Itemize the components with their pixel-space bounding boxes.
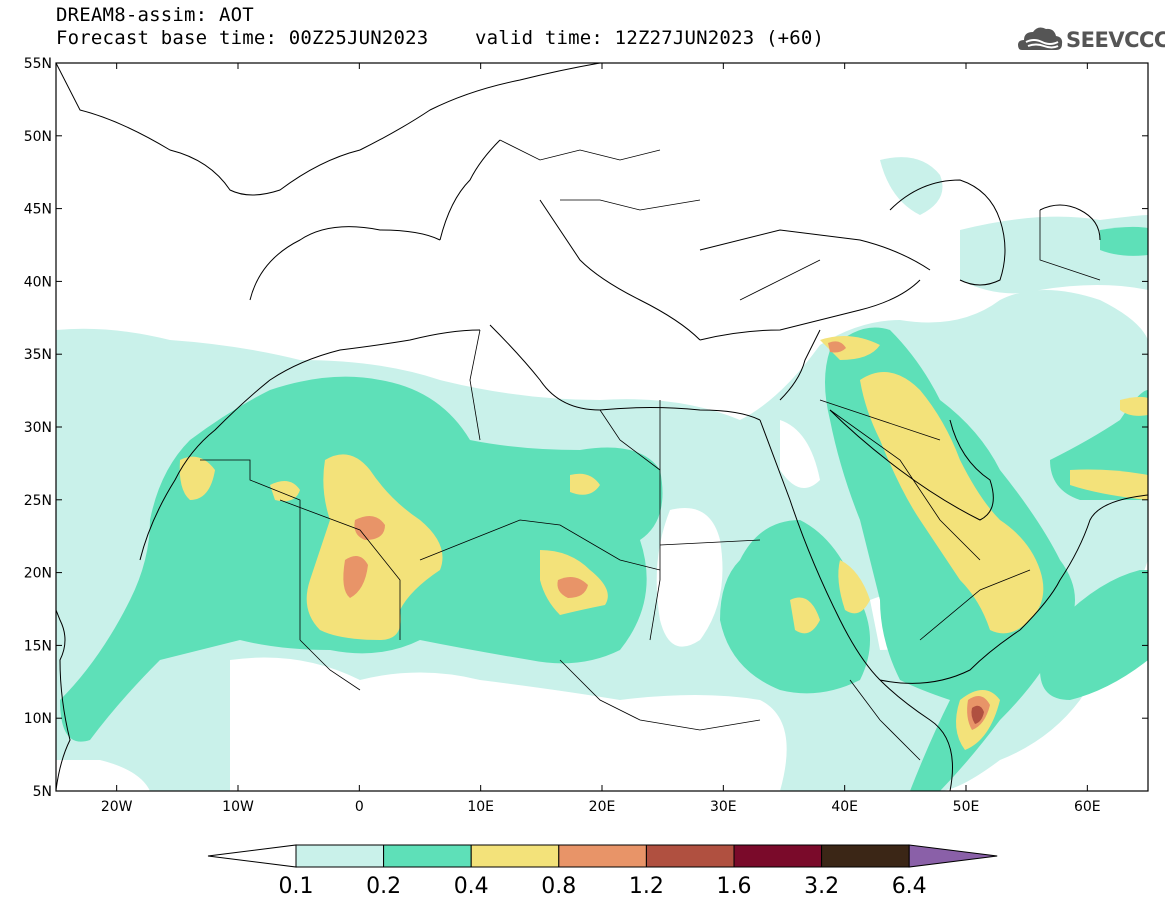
map-title: DREAM8-assim: AOT xyxy=(56,4,254,26)
colorbar-segment xyxy=(383,844,472,868)
lon-tick-label: 60E xyxy=(1074,799,1101,815)
colorbar-segment xyxy=(733,844,823,868)
colorbar-segment xyxy=(470,844,560,868)
lon-tick-label: 20W xyxy=(101,799,133,815)
lon-tick-label: 0 xyxy=(355,799,364,815)
lon-tick-label: 10W xyxy=(222,799,254,815)
colorbar-segment xyxy=(645,844,735,868)
lat-tick-label: 20N xyxy=(24,566,52,582)
colorbar: 0.1 0.2 0.4 0.8 1.2 1.6 3.2 6.4 xyxy=(207,844,998,899)
colorbar-low-arrow xyxy=(207,844,297,868)
lon-tick-label: 20E xyxy=(589,799,616,815)
lat-tick-label: 5N xyxy=(33,784,52,800)
lon-tick-label: 10E xyxy=(467,799,494,815)
borders xyxy=(200,139,1101,761)
logo-text: SEEVCCC xyxy=(1066,28,1165,52)
lat-tick-label: 45N xyxy=(24,202,52,218)
aot-level-1.2 xyxy=(971,705,984,724)
lat-tick-label: 30N xyxy=(24,420,52,436)
latitude-axis: 55N 50N 45N 40N 35N 30N 25N 20N 15N 10N 5N xyxy=(24,56,1148,800)
colorbar-label: 0.1 xyxy=(279,874,314,899)
colorbar-label: 6.4 xyxy=(892,874,927,899)
cloud-icon xyxy=(1018,27,1063,50)
colorbar-segment xyxy=(295,844,385,868)
lon-tick-label: 30E xyxy=(710,799,737,815)
colorbar-segment xyxy=(558,844,647,868)
colorbar-label: 0.4 xyxy=(454,874,489,899)
longitude-axis: 20W 10W 0 10E 20E 30E 40E 50E 60E xyxy=(101,63,1101,815)
colorbar-label: 3.2 xyxy=(804,874,839,899)
lat-tick-label: 55N xyxy=(24,56,52,72)
aot-field xyxy=(56,63,1148,791)
lon-tick-label: 50E xyxy=(953,799,980,815)
colorbar-label: 1.6 xyxy=(717,874,752,899)
seevccc-logo: SEEVCCC xyxy=(1016,20,1165,60)
colorbar-high-arrow xyxy=(908,844,998,868)
lat-tick-label: 10N xyxy=(24,711,52,727)
colorbar-label: 0.2 xyxy=(366,874,401,899)
base-time: Forecast base time: 00Z25JUN2023 xyxy=(56,27,429,49)
aot-level-0.4 xyxy=(179,336,1148,750)
lon-tick-label: 40E xyxy=(831,799,858,815)
lat-tick-label: 15N xyxy=(24,638,52,654)
colorbar-segment xyxy=(821,844,910,868)
valid-time: valid time: 12Z27JUN2023 (+60) xyxy=(475,27,825,49)
lat-tick-label: 25N xyxy=(24,493,52,509)
lat-tick-label: 40N xyxy=(24,274,52,290)
lat-tick-label: 35N xyxy=(24,347,52,363)
colorbar-label: 1.2 xyxy=(629,874,664,899)
coastlines xyxy=(56,63,1148,791)
aot-level-0.8 xyxy=(343,341,990,730)
time-info: Forecast base time: 00Z25JUN2023 valid t… xyxy=(56,27,824,49)
lat-tick-label: 50N xyxy=(24,129,52,145)
colorbar-label: 0.8 xyxy=(541,874,576,899)
